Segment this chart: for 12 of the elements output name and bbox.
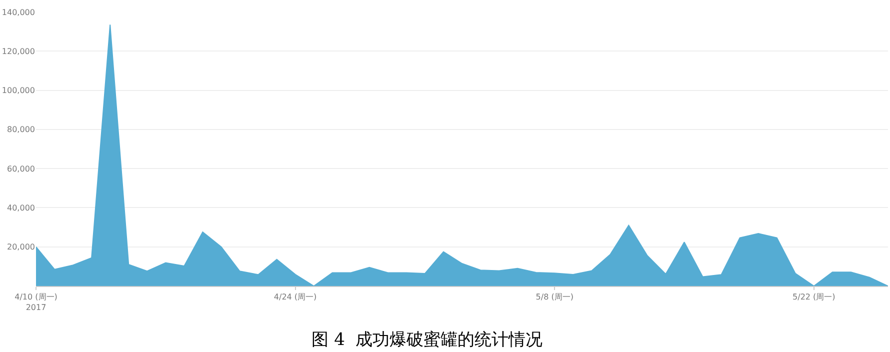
x-tick-label: 5/22 (周一) xyxy=(792,292,836,302)
y-tick-label: 80,000 xyxy=(7,125,35,134)
y-tick-label: 40,000 xyxy=(7,204,35,213)
y-tick-label: 120,000 xyxy=(2,46,35,56)
x-tick-label: 5/8 (周一) xyxy=(536,292,574,302)
y-tick-label: 60,000 xyxy=(7,164,35,174)
y-tick-label: 140,000 xyxy=(2,8,35,17)
text: 图 4 成功爆破蜜罐的统计情况 xyxy=(312,330,543,350)
y-tick-label: 100,000 xyxy=(2,86,35,96)
y-tick-label: 20,000 xyxy=(7,242,35,252)
x-tick-label: 4/24 (周一) xyxy=(274,292,317,302)
x-tick-label: 4/10 (周一) 2017 xyxy=(14,292,58,312)
